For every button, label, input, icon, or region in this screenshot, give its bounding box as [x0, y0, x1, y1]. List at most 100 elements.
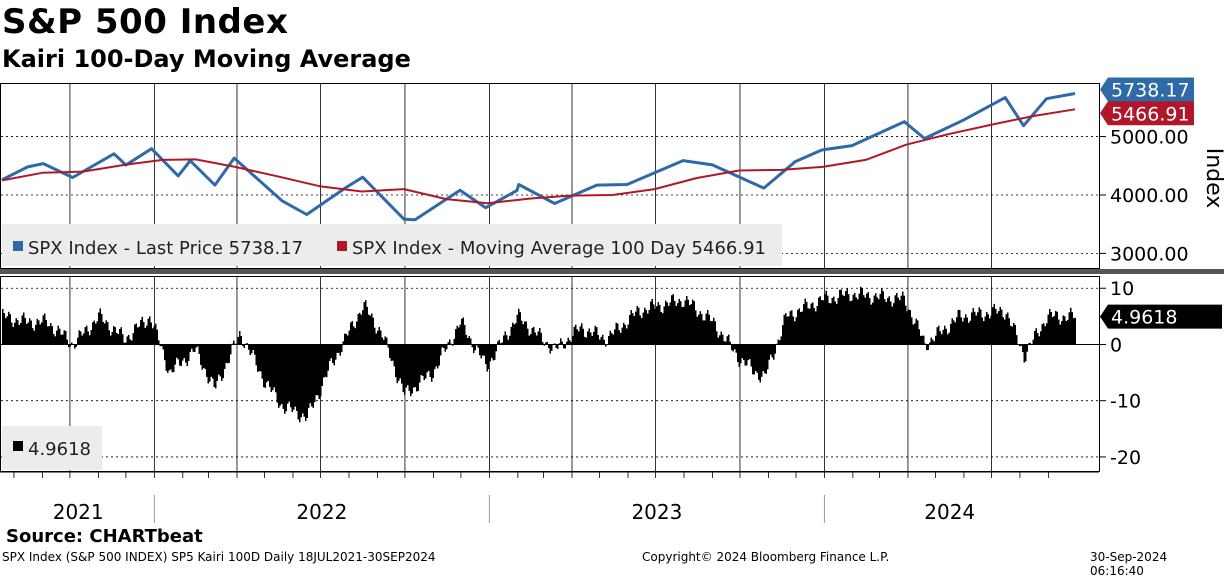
kairi-bar	[569, 340, 571, 344]
kairi-bar	[400, 345, 402, 379]
kairi-bar	[110, 336, 112, 345]
kairi-bar	[143, 322, 145, 345]
kairi-bar	[269, 345, 271, 387]
kairi-bar	[986, 312, 988, 345]
kairi-bar	[883, 291, 885, 344]
kairi-bar	[679, 299, 681, 345]
kairi-bar	[526, 321, 528, 344]
kairi-bar	[962, 322, 964, 345]
kairi-bar	[578, 331, 580, 344]
kairi-bar	[314, 345, 316, 403]
kairi-bar	[1055, 311, 1057, 345]
kairi-bar	[427, 345, 429, 373]
kairi-bar	[77, 338, 79, 345]
kairi-bar	[59, 329, 61, 345]
kairi-bar	[11, 323, 13, 345]
kairi-bar	[869, 298, 871, 344]
kairi-bar	[1049, 309, 1051, 344]
kairi-bar	[659, 305, 661, 345]
kairi-bar	[634, 316, 636, 345]
moving-average-line	[2, 109, 1075, 203]
kairi-bar	[953, 320, 955, 344]
kairi-bar	[958, 310, 960, 345]
kairi-bar	[158, 340, 160, 344]
kairi-bar	[191, 345, 193, 349]
kairi-bar	[799, 308, 801, 344]
kairi-bar	[653, 304, 655, 344]
kairi-bar	[263, 345, 265, 388]
kairi-bar	[361, 315, 363, 345]
kairi-bar	[949, 333, 951, 345]
kairi-bar	[872, 303, 874, 345]
kairi-bar	[548, 345, 550, 349]
kairi-bar	[971, 312, 973, 344]
kairi-bar	[5, 318, 7, 344]
kairi-bar	[56, 331, 58, 345]
kairi-bar	[644, 308, 646, 345]
kairi-bar	[200, 345, 202, 366]
kairi-bar	[901, 296, 903, 345]
kairi-bar	[352, 321, 354, 344]
kairi-bar	[728, 335, 730, 345]
kairi-bar	[172, 345, 174, 373]
kairi-legend-swatch	[13, 441, 23, 451]
x-year-label: 2022	[296, 500, 347, 524]
kairi-bar	[808, 308, 810, 344]
kairi-bar	[739, 345, 741, 367]
kairi-bar	[277, 345, 279, 403]
kairi-bar	[1033, 340, 1035, 345]
kairi-bar	[995, 309, 997, 345]
kairi-bar	[424, 345, 426, 381]
kairi-bar	[550, 345, 552, 354]
kairi-bar	[815, 311, 817, 344]
kairi-bar	[151, 323, 153, 345]
kairi-bar	[58, 326, 60, 345]
kairi-bar	[880, 294, 882, 345]
kairi-bar	[974, 312, 976, 345]
kairi-bar	[436, 345, 438, 367]
callout-value: 4.9618	[1111, 307, 1177, 329]
kairi-bar	[394, 345, 396, 367]
kairi-bar	[355, 328, 357, 344]
kairi-bar	[22, 316, 24, 345]
price-line	[2, 94, 1075, 220]
kairi-bar	[829, 303, 831, 345]
kairi-bar	[61, 335, 63, 345]
kairi-bar	[694, 301, 696, 344]
kairi-bar	[818, 298, 820, 345]
kairi-bar	[287, 345, 289, 404]
kairi-bar	[233, 341, 235, 345]
kairi-bar	[317, 345, 319, 396]
kairi-bar	[806, 302, 808, 345]
price-last-callout: 5738.17	[1100, 77, 1194, 101]
kairi-bar	[749, 345, 751, 360]
kairi-bar	[335, 345, 337, 360]
kairi-bar	[17, 320, 19, 344]
kairi-bar	[722, 335, 724, 345]
kairi-bar	[461, 319, 463, 345]
kairi-bar	[620, 333, 622, 345]
kairi-bar	[650, 302, 652, 345]
kairi-bar	[823, 300, 825, 344]
kairi-bar	[122, 334, 124, 344]
kairi-legend-item: 4.9618	[28, 439, 91, 460]
kairi-bar	[140, 320, 142, 344]
kairi-bar	[875, 293, 877, 344]
kairi-bar	[791, 310, 793, 344]
kairi-bar	[14, 323, 16, 345]
kairi-bar	[626, 328, 628, 344]
kairi-bar	[322, 345, 324, 387]
kairi-bar	[671, 295, 673, 344]
kairi-bar	[259, 345, 261, 372]
kairi-bar	[308, 345, 310, 408]
kairi-bar	[79, 330, 81, 344]
kairi-bar	[406, 345, 408, 388]
kairi-bar	[641, 318, 643, 344]
kairi-bar	[649, 310, 651, 345]
kairi-bar	[224, 345, 226, 370]
kairi-bar	[1063, 316, 1065, 345]
kairi-bar	[346, 334, 348, 345]
kairi-bar	[947, 334, 949, 344]
kairi-bar	[137, 327, 139, 344]
